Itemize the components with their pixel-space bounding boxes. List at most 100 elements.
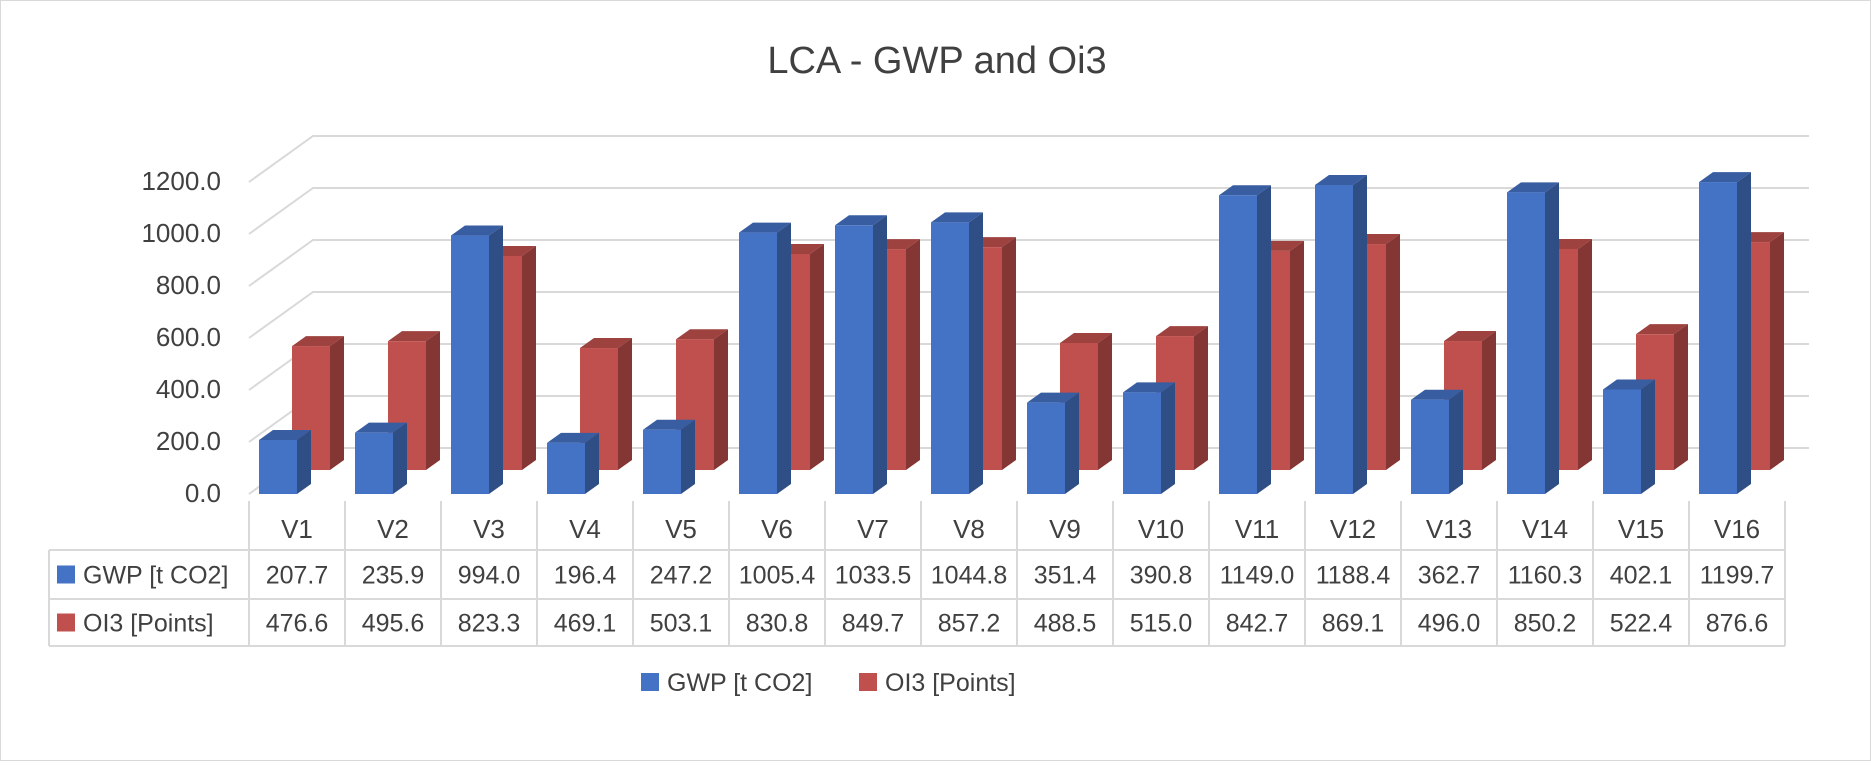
bar-gwp-v8-top bbox=[931, 212, 983, 223]
bar-gwp-v2-side bbox=[393, 422, 407, 494]
bar-oi3-v2-side bbox=[426, 331, 440, 470]
bar-gwp-v11-top bbox=[1219, 185, 1271, 196]
bar-gwp-v10-top bbox=[1123, 382, 1175, 393]
table-value: 362.7 bbox=[1418, 562, 1481, 590]
bar-gwp-v3-front bbox=[451, 235, 489, 494]
bar-gwp-v8 bbox=[931, 212, 983, 495]
bar-gwp-v10-side bbox=[1161, 382, 1175, 494]
bar-gwp-v10 bbox=[1123, 382, 1175, 494]
bar-gwp-v5-side bbox=[681, 419, 695, 494]
category-label: V5 bbox=[665, 514, 697, 544]
bar-gwp-v16 bbox=[1699, 172, 1751, 494]
category-label: V8 bbox=[953, 514, 985, 544]
table-value: 1044.8 bbox=[931, 562, 1007, 590]
chart-title: LCA - GWP and Oi3 bbox=[767, 40, 1106, 82]
table-series-name: GWP [t CO2] bbox=[83, 562, 228, 590]
table-value: 207.7 bbox=[266, 562, 329, 590]
table-value: 849.7 bbox=[842, 610, 905, 638]
category-label: V4 bbox=[569, 514, 601, 544]
table-legend-key bbox=[57, 565, 75, 584]
bar-oi3-v4-top bbox=[580, 338, 632, 349]
gridline bbox=[248, 187, 1809, 235]
bar-gwp-v4-top bbox=[547, 432, 599, 443]
legend-key bbox=[641, 673, 659, 691]
bar-oi3-v10-top bbox=[1156, 326, 1208, 337]
bar-gwp-v5-top bbox=[643, 419, 695, 430]
legend-label: GWP [t CO2] bbox=[667, 669, 812, 697]
table-value: 495.6 bbox=[362, 610, 425, 638]
legend-key bbox=[859, 673, 877, 691]
category-label: V11 bbox=[1235, 514, 1279, 544]
bar-oi3-v4-side bbox=[618, 338, 632, 470]
bar-gwp-v6-side bbox=[777, 222, 791, 494]
table-value: 869.1 bbox=[1322, 610, 1385, 638]
bar-oi3-v12-side bbox=[1386, 234, 1400, 470]
bar-gwp-v14-front bbox=[1507, 192, 1545, 494]
bar-gwp-v16-side bbox=[1737, 172, 1751, 494]
bar-gwp-v15-top bbox=[1603, 379, 1655, 390]
table-value: 1149.0 bbox=[1220, 562, 1295, 590]
category-label: V16 bbox=[1714, 514, 1760, 544]
table-value: 469.1 bbox=[554, 610, 617, 638]
category-label: V3 bbox=[473, 514, 505, 544]
bar-gwp-v16-top bbox=[1699, 172, 1751, 183]
bar-gwp-v6-top bbox=[739, 222, 791, 233]
table-value: 476.6 bbox=[266, 610, 329, 638]
y-tick-label: 600.0 bbox=[156, 322, 221, 352]
bar-oi3-v14-side bbox=[1578, 238, 1592, 470]
bar-oi3-v10-side bbox=[1194, 326, 1208, 470]
bar-gwp-v11-front bbox=[1219, 195, 1257, 494]
table-value: 247.2 bbox=[650, 562, 713, 590]
bar-oi3-v5-top bbox=[676, 329, 728, 340]
table-value: 876.6 bbox=[1706, 610, 1769, 638]
data-table: V1 V2 V3 V4 V5 V6 V7 V8 V9 V10 V11 V12 V13 V14 V15 V16 G… bbox=[48, 501, 1786, 647]
legend: GWP [t CO2] OI3 [Points] bbox=[641, 669, 1016, 697]
bar-gwp-v4-side bbox=[585, 432, 599, 494]
bar-oi3-v7-side bbox=[906, 239, 920, 470]
bar-gwp-v9-side bbox=[1065, 392, 1079, 494]
category-label: V13 bbox=[1426, 514, 1472, 544]
bar-gwp-v3 bbox=[451, 225, 503, 494]
table-value: 496.0 bbox=[1418, 610, 1481, 638]
bar-gwp-v1-side bbox=[297, 429, 311, 494]
table-value: 1033.5 bbox=[835, 562, 911, 590]
bar-gwp-v13-front bbox=[1411, 399, 1449, 494]
table-value: 522.4 bbox=[1610, 610, 1673, 638]
gridline bbox=[248, 239, 1809, 287]
table-value: 390.8 bbox=[1130, 562, 1193, 590]
table-value: 1005.4 bbox=[739, 562, 816, 590]
bar-gwp-v2 bbox=[355, 422, 407, 494]
table-value: 235.9 bbox=[362, 562, 425, 590]
bar-oi3-v15-top bbox=[1636, 324, 1688, 335]
bar-gwp-v15 bbox=[1603, 379, 1655, 494]
bar-gwp-v15-side bbox=[1641, 379, 1655, 494]
bar-gwp-v4-front bbox=[547, 442, 585, 494]
bar-gwp-v9-top bbox=[1027, 392, 1079, 403]
bar-gwp-v13-top bbox=[1411, 389, 1463, 400]
table-value: 402.1 bbox=[1610, 562, 1673, 590]
table-value: 196.4 bbox=[554, 562, 617, 590]
bar-oi3-v9-side bbox=[1098, 332, 1112, 470]
bar-gwp-v8-front bbox=[931, 222, 969, 495]
bar-gwp-v3-side bbox=[489, 225, 503, 494]
bar-gwp-v4 bbox=[547, 432, 599, 494]
category-label: V9 bbox=[1049, 514, 1081, 544]
bar-gwp-v3-top bbox=[451, 225, 503, 236]
bars bbox=[259, 172, 1784, 495]
bar-gwp-v2-top bbox=[355, 422, 407, 433]
bar-gwp-v11 bbox=[1219, 185, 1271, 494]
bar-oi3-v11-side bbox=[1290, 240, 1304, 470]
y-tick-label: 1000.0 bbox=[141, 218, 221, 248]
table-value: 351.4 bbox=[1034, 562, 1097, 590]
bar-gwp-v15-front bbox=[1603, 389, 1641, 494]
bar-gwp-v1-top bbox=[259, 429, 311, 440]
bar-gwp-v12-top bbox=[1315, 175, 1367, 186]
bar-gwp-v10-front bbox=[1123, 392, 1161, 494]
bar-oi3-v3-side bbox=[522, 245, 536, 470]
bar-gwp-v9 bbox=[1027, 392, 1079, 494]
bar-oi3-v1-side bbox=[330, 336, 344, 470]
bar-gwp-v13-side bbox=[1449, 389, 1463, 494]
y-tick-label: 1200.0 bbox=[141, 166, 221, 196]
bar-gwp-v7-side bbox=[873, 215, 887, 495]
y-tick-label: 800.0 bbox=[156, 270, 221, 300]
